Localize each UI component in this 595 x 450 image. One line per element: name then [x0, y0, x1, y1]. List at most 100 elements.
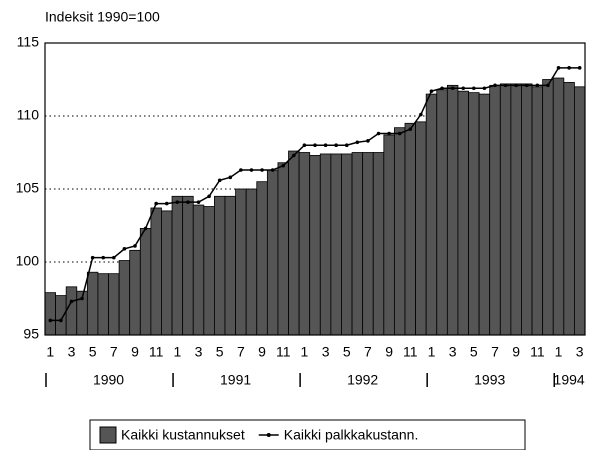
- bar: [362, 152, 374, 336]
- bar: [129, 249, 141, 336]
- x-tick-label: 11: [149, 344, 164, 360]
- line-marker: [524, 83, 529, 88]
- line-marker: [482, 86, 487, 91]
- y-tick-label: 115: [17, 34, 40, 50]
- bar: [404, 122, 416, 336]
- bar: [510, 83, 522, 336]
- line-marker: [228, 175, 233, 180]
- legend-label: Kaikki palkkakustann.: [284, 427, 419, 443]
- bar: [288, 150, 300, 336]
- line-marker: [408, 127, 413, 131]
- legend-marker: [266, 433, 271, 437]
- bar: [394, 127, 406, 336]
- x-tick-label: 7: [491, 344, 499, 360]
- x-tick-label: 3: [449, 344, 457, 360]
- bar: [235, 188, 247, 336]
- year-label: 1991: [220, 372, 251, 388]
- bar: [552, 77, 565, 336]
- x-tick-label: 9: [131, 344, 139, 360]
- bar: [372, 152, 385, 336]
- line-marker: [270, 168, 275, 172]
- line-marker: [461, 86, 466, 91]
- line-marker: [217, 178, 222, 183]
- x-tick-label: 1: [301, 344, 309, 360]
- line-marker: [366, 139, 370, 143]
- line-marker: [387, 131, 391, 136]
- line-marker: [69, 299, 74, 304]
- x-tick-label: 11: [403, 344, 418, 360]
- line-marker: [493, 83, 497, 88]
- line-marker: [90, 255, 95, 260]
- bar: [446, 84, 459, 336]
- line-marker: [59, 318, 63, 323]
- bar: [161, 210, 173, 336]
- bar: [97, 273, 109, 336]
- line-marker: [302, 143, 307, 147]
- line-marker: [101, 255, 106, 260]
- bar: [224, 195, 236, 336]
- line-marker: [567, 66, 571, 70]
- bar: [86, 271, 99, 336]
- year-label: 1994: [554, 372, 585, 388]
- bar: [499, 83, 512, 336]
- line-marker: [175, 200, 180, 204]
- line-marker: [334, 143, 338, 147]
- line-marker: [133, 244, 137, 248]
- bar: [245, 188, 258, 336]
- x-tick-label: 9: [385, 344, 393, 360]
- bar: [563, 82, 575, 336]
- bar: [182, 195, 194, 336]
- x-tick-label: 1: [555, 344, 563, 360]
- line-marker: [122, 247, 127, 251]
- line-marker: [556, 66, 561, 70]
- x-tick-label: 11: [530, 344, 545, 360]
- bar: [309, 155, 321, 336]
- bar: [319, 153, 332, 336]
- x-tick-label: 7: [110, 344, 118, 360]
- line-marker: [112, 255, 116, 260]
- line-marker: [429, 89, 434, 93]
- line-marker: [143, 226, 148, 231]
- x-tick-label: 11: [276, 344, 291, 360]
- line-marker: [313, 143, 317, 147]
- line-marker: [207, 194, 211, 199]
- line-marker: [260, 168, 264, 172]
- bar: [118, 260, 131, 336]
- y-tick-label: 95: [23, 326, 39, 342]
- x-tick-label: 5: [343, 344, 351, 360]
- bar: [108, 273, 120, 336]
- bar: [383, 134, 395, 336]
- line-marker: [472, 86, 476, 91]
- x-tick-label: 9: [512, 344, 520, 360]
- line-marker: [239, 168, 243, 172]
- x-tick-label: 5: [470, 344, 478, 360]
- line-marker: [344, 143, 349, 147]
- line-marker: [80, 296, 84, 301]
- bar: [256, 181, 268, 336]
- line-marker: [514, 83, 518, 88]
- line-marker: [281, 163, 286, 168]
- x-tick-label: 3: [322, 344, 330, 360]
- bar: [351, 152, 364, 336]
- line-marker: [376, 131, 381, 136]
- bar: [521, 83, 533, 336]
- line-marker: [450, 86, 455, 91]
- plot-frame: [44, 42, 586, 336]
- x-tick-label: 7: [237, 344, 245, 360]
- year-label: 1993: [474, 372, 505, 388]
- line-marker: [577, 66, 582, 70]
- x-tick-label: 5: [89, 344, 97, 360]
- bar: [531, 86, 544, 336]
- bar: [330, 153, 342, 336]
- line-marker: [503, 83, 508, 88]
- bar: [478, 93, 491, 336]
- line-marker: [249, 168, 254, 172]
- line-marker: [397, 131, 402, 136]
- bar: [298, 152, 311, 336]
- bar: [457, 90, 469, 336]
- legend-box: [89, 419, 526, 450]
- year-label: 1990: [93, 372, 124, 388]
- bar: [171, 195, 184, 336]
- line-marker: [186, 200, 190, 204]
